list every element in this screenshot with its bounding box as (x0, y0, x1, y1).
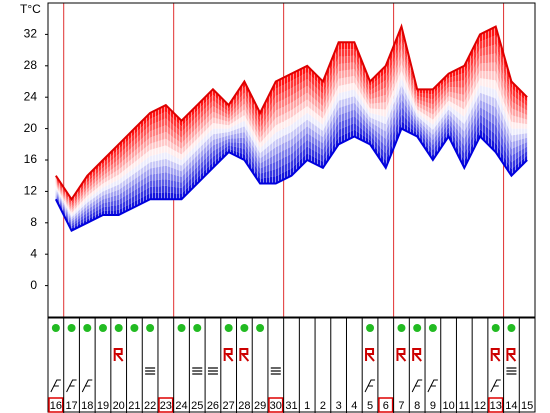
weather-icon (427, 379, 438, 393)
weather-icon (223, 348, 234, 362)
x-tick-label: 14 (505, 400, 517, 412)
x-tick-label: 27 (223, 400, 235, 412)
day-highlight (48, 397, 64, 413)
x-tick-label: 22 (144, 400, 156, 412)
weather-dot (366, 324, 375, 332)
y-tick-label: 24 (24, 89, 38, 103)
weather-icon (239, 348, 250, 362)
x-tick-label: 16 (50, 400, 62, 412)
weather-icon (412, 348, 422, 362)
band-hatch (55, 26, 528, 231)
weather-dot (51, 324, 60, 332)
weather-dot (507, 324, 516, 332)
weather-dot (83, 324, 92, 332)
day-highlight (268, 397, 284, 413)
weather-dot (98, 324, 107, 332)
y-tick-label: 16 (24, 152, 38, 166)
weather-icon (396, 348, 407, 362)
weather-dot (193, 324, 202, 332)
x-tick-label: 7 (398, 400, 404, 412)
x-tick-label: 31 (285, 400, 297, 412)
weather-icon (490, 379, 501, 393)
y-axis-label: T°C (20, 2, 41, 16)
y-tick-label: 20 (24, 121, 38, 135)
weather-icon (506, 348, 517, 362)
x-tick-label: 29 (254, 400, 266, 412)
weather-dot (240, 324, 249, 332)
x-tick-label: 10 (442, 400, 454, 412)
x-tick-label: 25 (191, 400, 203, 412)
x-tick-label: 20 (113, 400, 125, 412)
weather-dot (67, 324, 76, 332)
weather-dot (224, 324, 233, 332)
x-tick-label: 23 (160, 400, 172, 412)
x-tick-label: 3 (336, 400, 342, 412)
x-tick-label: 11 (459, 400, 470, 412)
x-tick-label: 13 (490, 400, 502, 412)
x-tick-label: 15 (521, 400, 533, 412)
day-highlight (378, 397, 394, 413)
series-line (54, 127, 528, 232)
day-highlight (158, 397, 174, 413)
weather-icon (113, 348, 124, 362)
x-tick-label: 19 (97, 400, 109, 412)
weather-icon (365, 348, 375, 362)
x-tick-label: 18 (81, 400, 93, 412)
x-tick-label: 21 (128, 400, 140, 412)
x-tick-label: 9 (430, 400, 436, 412)
weather-icon (50, 379, 61, 393)
weather-icon (66, 379, 77, 393)
weather-dot (491, 324, 500, 332)
x-tick-label: 12 (474, 400, 486, 412)
x-tick-label: 5 (367, 400, 373, 412)
x-tick-label: 24 (175, 400, 187, 412)
x-tick-label: 4 (351, 400, 357, 412)
weather-icon (490, 348, 501, 362)
weather-icon (364, 379, 376, 393)
x-tick-label: 2 (320, 400, 326, 412)
weather-icon (411, 379, 423, 393)
x-tick-label: 6 (383, 400, 389, 412)
weather-dot (146, 324, 155, 332)
x-tick-label: 17 (65, 400, 77, 412)
x-tick-label: 26 (207, 400, 219, 412)
weather-dot (256, 324, 265, 332)
series-line (55, 23, 528, 202)
y-tick-label: 4 (30, 246, 37, 260)
x-tick-label: 30 (270, 400, 282, 412)
y-tick-label: 32 (24, 27, 38, 41)
x-tick-label: 8 (414, 400, 420, 412)
weather-dot (413, 324, 422, 332)
day-highlight (488, 397, 504, 413)
weather-dot (428, 324, 437, 332)
y-tick-label: 12 (24, 184, 38, 198)
y-tick-label: 8 (30, 215, 37, 229)
weather-dot (114, 324, 123, 332)
x-tick-label: 1 (304, 400, 310, 412)
y-tick-label: 0 (30, 278, 37, 292)
x-tick-label: 28 (238, 400, 250, 412)
weather-dot (177, 324, 186, 332)
weather-dot (397, 324, 406, 332)
y-tick-label: 28 (24, 58, 38, 72)
icon-strip (47, 317, 536, 413)
weather-icon (81, 379, 93, 393)
weather-dot (130, 324, 139, 332)
